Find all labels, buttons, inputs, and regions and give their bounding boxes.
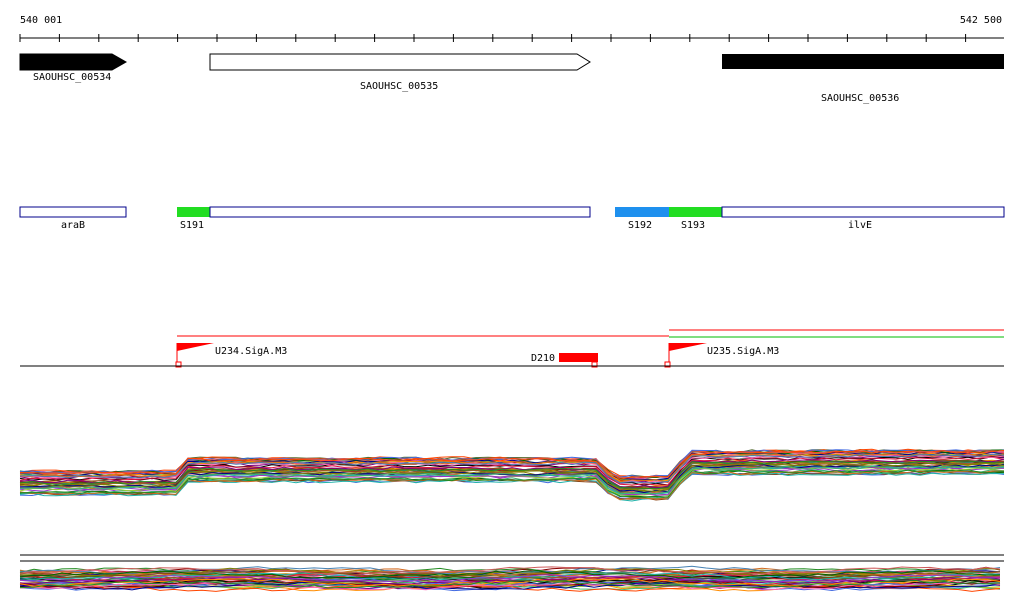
expression-profile-line (19, 574, 1001, 583)
feature-track: U234.SigA.M3 D210 U235.SigA.M3 (20, 329, 1004, 368)
expression-profile-line (19, 462, 1005, 492)
expression-profile-line (19, 565, 1001, 575)
gene-label: SAOUHSC_00536 (821, 93, 899, 104)
expression-profile-line (19, 460, 1005, 491)
feature-label: D210 (531, 353, 555, 364)
gene-track: SAOUHSC_00534 SAOUHSC_00535 SAOUHSC_0053… (19, 53, 1004, 104)
segment-arab[interactable] (19, 206, 127, 218)
expression-profile-line (19, 572, 1001, 581)
expression-profile-line (19, 451, 1005, 481)
expression-profile-line (19, 453, 1005, 484)
expression-profile-line (19, 567, 1001, 577)
promoter-marker (664, 361, 671, 368)
ruler-end-label: 542 500 (960, 15, 1002, 26)
promoter-marker (175, 361, 182, 368)
expression-profile-line (19, 449, 1005, 480)
expression-profile-line (19, 465, 1005, 494)
promoter-flag-u234[interactable] (177, 343, 214, 351)
expression-profiles-lower (19, 565, 1001, 592)
segment-label: S193 (681, 220, 705, 231)
feature-label: U235.SigA.M3 (707, 346, 779, 357)
ruler-ticks (19, 34, 967, 42)
segment-s191-body[interactable] (209, 206, 591, 218)
coordinate-ruler: 540 001 542 500 (19, 15, 1004, 42)
expression-profile-line (19, 566, 1001, 575)
feature-d210[interactable] (559, 353, 598, 362)
expression-profile-line (19, 469, 1005, 498)
expression-profile-line (19, 578, 1001, 587)
expression-profile-line (19, 456, 1005, 486)
gene-label: SAOUHSC_00535 (360, 81, 438, 92)
segment-label: ilvE (848, 220, 872, 231)
gene-block-saouhsc-00536[interactable] (722, 54, 1004, 69)
segment-s192[interactable] (615, 207, 669, 217)
expression-profile-line (19, 472, 1005, 502)
expression-profile-line (19, 582, 1001, 591)
segment-s193[interactable] (669, 207, 722, 217)
gene-label: SAOUHSC_00534 (33, 72, 111, 83)
segment-ilve[interactable] (721, 206, 1005, 218)
segment-track: araB S191 S192 S193 ilvE (19, 206, 1005, 231)
expression-profile-line (19, 575, 1001, 585)
segment-label: araB (61, 220, 85, 231)
gene-arrow-saouhsc-00534[interactable] (19, 53, 128, 71)
segment-label: S191 (180, 220, 204, 231)
feature-label: U234.SigA.M3 (215, 346, 287, 357)
promoter-flag-u235[interactable] (669, 343, 707, 351)
expression-profile-line (19, 581, 1001, 591)
segment-s191[interactable] (177, 207, 210, 217)
ruler-start-label: 540 001 (20, 15, 62, 26)
expression-profiles-upper (19, 448, 1005, 502)
segment-label: S192 (628, 220, 652, 231)
gene-arrow-saouhsc-00535[interactable] (209, 53, 591, 71)
expression-profile-line (19, 570, 1001, 579)
expression-profile-line (19, 579, 1001, 589)
expression-profile-line (19, 460, 1005, 490)
feature-marker (591, 361, 598, 368)
